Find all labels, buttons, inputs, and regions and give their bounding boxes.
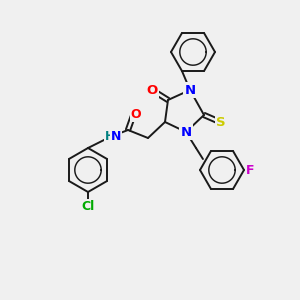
Text: N: N — [184, 83, 196, 97]
Text: S: S — [216, 116, 226, 128]
Text: H: H — [105, 130, 115, 142]
Text: Cl: Cl — [81, 200, 94, 212]
Text: F: F — [246, 164, 254, 176]
Text: N: N — [111, 130, 121, 142]
Text: O: O — [146, 83, 158, 97]
Text: O: O — [131, 107, 141, 121]
Text: N: N — [180, 125, 192, 139]
